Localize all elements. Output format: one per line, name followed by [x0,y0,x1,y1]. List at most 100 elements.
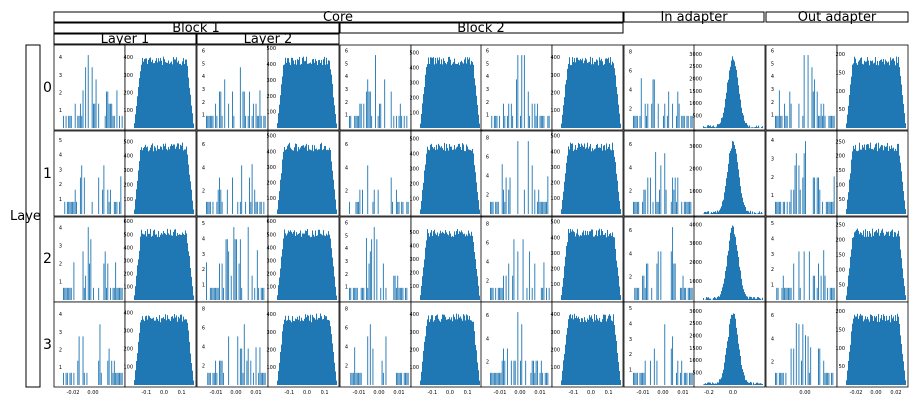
histogram-bar [401,287,403,300]
histogram-bar [283,65,284,128]
histogram-bar [281,84,282,128]
histogram-bar [716,298,717,300]
histogram-bar [726,266,727,300]
histogram-bar [285,315,286,385]
histogram-bar [310,314,311,385]
histogram-bar [332,83,333,128]
histogram-bar [328,231,329,300]
histogram-bar [207,372,209,385]
histogram-bar [709,382,710,385]
histogram-bar [889,146,890,214]
histogram-bar [167,150,168,214]
histogram-bar [282,76,283,128]
histogram-bar [611,150,612,214]
histogram-bar [297,151,298,214]
histogram-bar [573,231,574,300]
histogram-bar [192,370,193,385]
histogram-bar [595,234,596,300]
histogram-bar [141,147,142,214]
histogram-bar [571,231,572,300]
y-tick-label: 200 [266,94,276,100]
histogram-bar [155,234,156,300]
histogram-bar [608,236,609,300]
y-tick-label: 1 [59,280,62,286]
histogram-bar [748,126,749,128]
histogram-bar [77,115,79,128]
x-tick-label: -0.1 [284,390,294,396]
histogram-bar [853,318,854,385]
histogram-bar [421,200,422,214]
histogram-bar [681,201,683,214]
histogram-bar [441,233,442,300]
histogram-bar [395,372,397,385]
histogram-bar [644,189,646,214]
histogram-bar [163,230,164,300]
y-tick-label: 8 [202,306,205,312]
histogram-bar [821,115,823,128]
histogram-bar [897,313,898,385]
histogram-bar [334,362,335,385]
histogram-bar [140,322,141,385]
histogram-bar [432,235,433,300]
histogram-bar [616,260,617,300]
histogram-bar [296,64,297,128]
histogram-bar [790,189,792,214]
histogram-bar [466,234,467,300]
histogram-bar [582,318,583,385]
histogram-bar [259,201,261,214]
histogram-bar [179,149,180,214]
histogram-bar [856,150,857,214]
histogram-bar [206,115,207,128]
histogram-bar [301,317,302,385]
histogram-bar [451,236,452,300]
histogram-bar [849,179,850,214]
histogram-bar [367,79,369,128]
histogram-bar [722,201,723,214]
histogram-bar [437,149,438,214]
histogram-bar [434,229,435,300]
histogram-bar [314,236,315,300]
histogram-bar [617,94,618,128]
histogram-bar [619,286,620,300]
y-tick-label: 200 [266,347,276,353]
histogram-bar [543,115,545,128]
in-adapter-header-box [623,11,765,23]
histogram-bar [189,341,190,385]
histogram-bar [98,103,100,128]
y-tick-label: 2 [486,100,489,106]
histogram-bar [349,115,350,128]
histogram-bar [730,232,731,300]
histogram-bar [820,103,822,128]
histogram-bar [185,149,186,214]
histogram-bar [354,347,356,385]
histogram-bar [616,173,617,214]
histogram-bar [405,287,406,300]
histogram-bar [850,84,851,128]
histogram-bar [309,320,310,385]
histogram-bar [151,318,152,385]
x-tick-label: 0.01 [677,390,688,396]
histogram-bar [864,60,865,128]
histogram-bar [183,150,184,214]
histogram-bar [903,103,904,128]
histogram-bar [440,230,441,300]
histogram-bar [209,372,211,385]
histogram-bar [647,263,649,300]
histogram-bar [647,177,649,214]
histogram-bar [562,114,563,128]
histogram-bar [278,371,279,385]
histogram-bar [327,319,328,385]
histogram-bar [307,314,308,385]
histogram-bar [446,319,447,385]
histogram-bar [209,115,211,128]
histogram-bar [306,317,307,385]
histogram-bar [784,103,786,128]
histogram-bar [899,67,900,128]
histogram-bar [224,79,226,128]
y-tick-label: 4 [345,165,348,171]
histogram-bar [321,60,322,128]
histogram-bar [465,57,466,128]
